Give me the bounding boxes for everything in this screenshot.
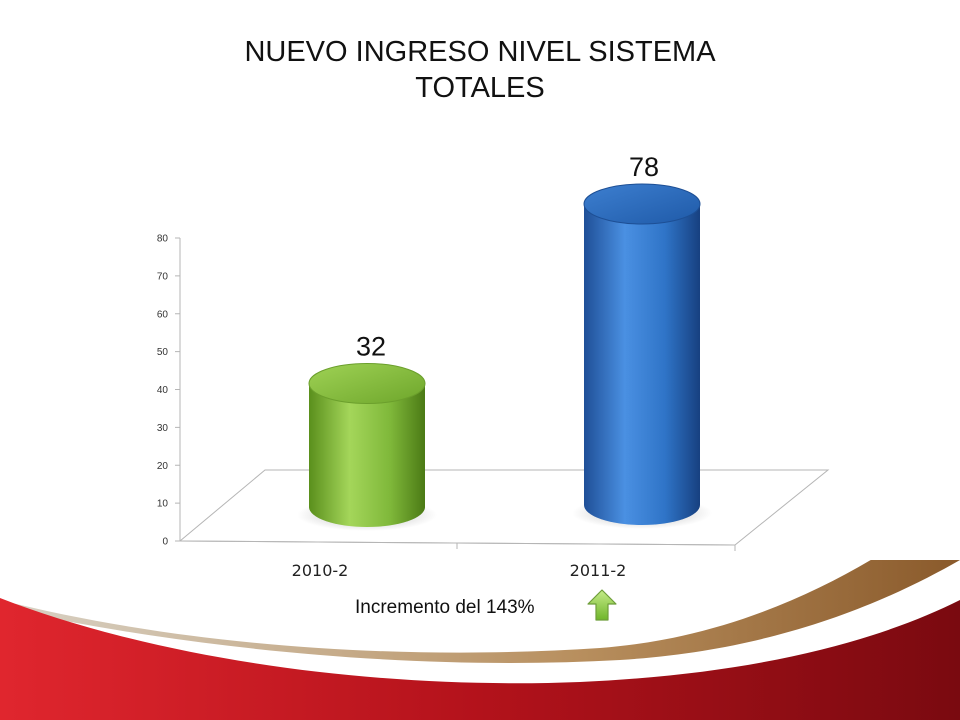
y-tick-label: 80 bbox=[157, 234, 169, 245]
bar-2010-2 bbox=[309, 383, 425, 527]
y-tick-label: 10 bbox=[157, 499, 169, 510]
increment-note: Incremento del 143% bbox=[355, 597, 535, 618]
x-tick-label: 2011-2 bbox=[570, 561, 627, 580]
y-tick-label: 70 bbox=[157, 271, 169, 282]
slide-title: NUEVO INGRESO NIVEL SISTEMA TOTALES bbox=[0, 34, 960, 106]
data-label: 32 bbox=[356, 332, 386, 362]
y-tick-label: 50 bbox=[157, 347, 169, 358]
decorative-bottom-band bbox=[0, 560, 960, 720]
chart-floor bbox=[178, 469, 830, 546]
bar-2011-2 bbox=[584, 204, 700, 525]
data-label: 78 bbox=[629, 152, 659, 182]
y-tick-label: 20 bbox=[157, 461, 169, 472]
y-tick-label: 0 bbox=[162, 537, 168, 548]
y-tick-label: 40 bbox=[157, 385, 169, 396]
title-line-1: NUEVO INGRESO NIVEL SISTEMA bbox=[244, 36, 716, 68]
x-tick-label: 2010-2 bbox=[292, 561, 349, 580]
bar-top-cap bbox=[583, 183, 701, 225]
green-up-arrow-icon bbox=[587, 589, 617, 621]
y-tick-label: 60 bbox=[157, 309, 169, 320]
y-tick-label: 30 bbox=[157, 423, 169, 434]
title-line-2: TOTALES bbox=[415, 72, 545, 104]
bar-top-cap bbox=[308, 363, 426, 405]
